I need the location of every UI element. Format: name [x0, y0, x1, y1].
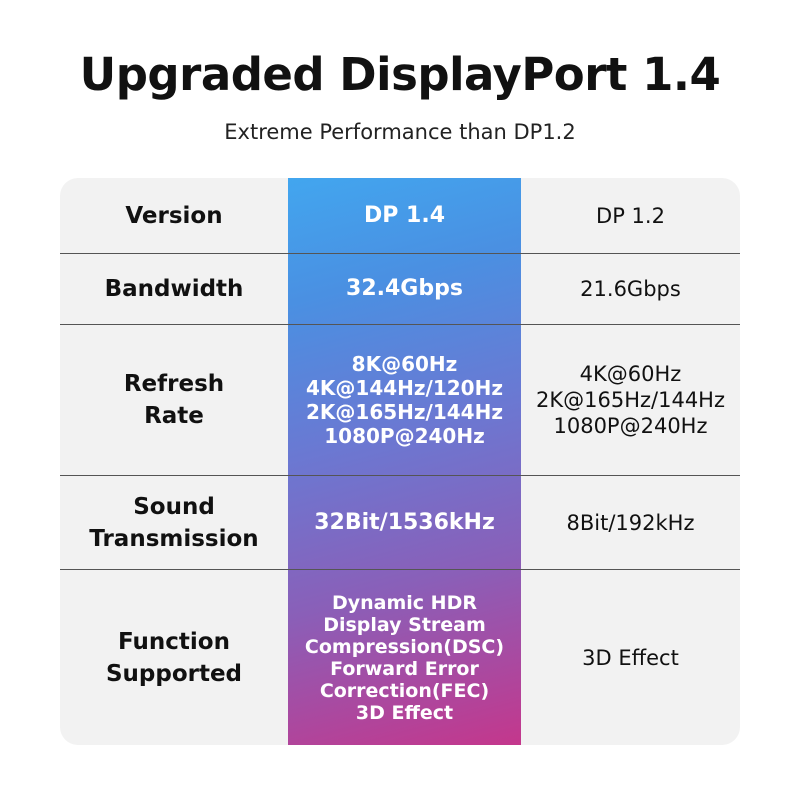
dp14-value: 8K@60Hz 4K@144Hz/120Hz 2K@165Hz/144Hz 10…	[306, 352, 503, 448]
dp12-value: 3D Effect	[582, 645, 679, 670]
row-label: Refresh Rate	[123, 371, 225, 429]
dp14-value: 32.4Gbps	[346, 276, 463, 301]
table-row-bandwidth: Bandwidth 32.4Gbps 21.6Gbps	[60, 254, 740, 325]
page-title: Upgraded DisplayPort 1.4	[79, 48, 721, 101]
dp12-value: 4K@60Hz 2K@165Hz/144Hz 1080P@240Hz	[536, 362, 725, 438]
row-label: Function Supported	[105, 628, 243, 687]
dp14-value: DP 1.4	[363, 202, 446, 228]
dp12-value: DP 1.2	[596, 203, 665, 228]
row-label: Sound Transmission	[89, 493, 259, 552]
table-row-refresh-rate: Refresh Rate 8K@60Hz 4K@144Hz/120Hz 2K@1…	[60, 325, 740, 476]
dp14-value: Dynamic HDR Display Stream Compression(D…	[304, 591, 505, 724]
table-row-sound-transmission: Sound Transmission 32Bit/1536kHz 8Bit/19…	[60, 476, 740, 570]
page-subtitle: Extreme Performance than DP1.2	[224, 120, 576, 144]
row-label: Version	[125, 202, 223, 229]
table-row-function-supported: Function Supported Dynamic HDR Display S…	[60, 570, 740, 745]
dp12-value: 21.6Gbps	[580, 277, 681, 301]
dp14-value: 32Bit/1536kHz	[314, 509, 495, 535]
row-label: Bandwidth	[104, 276, 244, 302]
dp12-value: 8Bit/192kHz	[566, 510, 695, 535]
table-row-version: Version DP 1.4 DP 1.2	[60, 178, 740, 254]
dp14-highlight-column	[288, 178, 521, 745]
comparison-table: Version DP 1.4 DP 1.2 Bandwidth 32.4Gbps…	[60, 178, 740, 745]
